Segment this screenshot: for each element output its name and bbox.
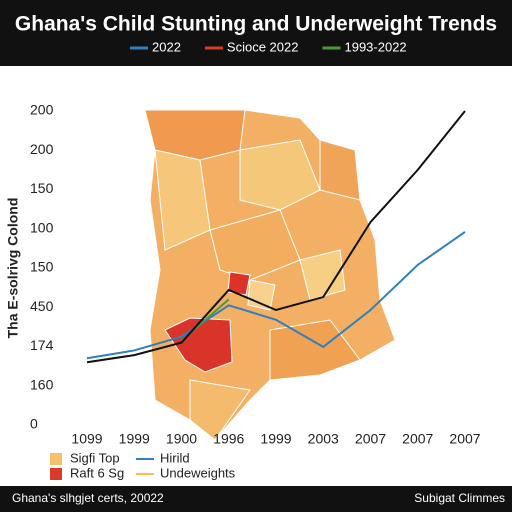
legend-label: Sigfi Top: [70, 450, 120, 465]
y-tick-label: 0: [30, 416, 38, 432]
chart-title: Ghana's Child Stunting and Underweight T…: [15, 13, 497, 36]
y-tick-label: 450: [30, 298, 54, 314]
legend-label: Raft 6 Sg: [70, 465, 124, 480]
x-tick-label: 1099: [71, 431, 102, 447]
y-tick-label: 200: [30, 141, 54, 157]
footer-right: Subigat Climmes: [414, 491, 505, 505]
x-tick-label: 2003: [308, 431, 339, 447]
x-tick-label: 1999: [119, 431, 150, 447]
legend-label: Hirild: [160, 450, 190, 465]
y-tick-label: 160: [30, 376, 54, 392]
legend-label: 2022: [152, 39, 181, 54]
x-tick-label: 2007: [449, 431, 480, 447]
series-line: [86, 110, 466, 364]
y-tick-label: 174: [30, 337, 54, 353]
x-tick-label: 2007: [355, 431, 386, 447]
footer-bar: [0, 486, 512, 512]
y-tick-label: 150: [30, 259, 54, 275]
x-tick-label: 1996: [213, 431, 244, 447]
legend-label: Scioce 2022: [227, 39, 299, 54]
x-tick-label: 1999: [260, 431, 291, 447]
legend-label: 1993-2022: [344, 39, 406, 54]
y-tick-label: 100: [30, 219, 54, 235]
y-axis-label: Tha E-solrivg Colond: [5, 198, 21, 339]
y-tick-label: 150: [30, 180, 54, 196]
x-tick-label: 1900: [166, 431, 197, 447]
footer-left: Ghana's slhgjet certs, 20022: [12, 491, 164, 505]
legend-label: Undeweights: [160, 465, 236, 480]
legend-swatch: [50, 453, 62, 465]
map: [144, 109, 396, 441]
x-tick-label: 2007: [402, 431, 433, 447]
header-bar: [0, 0, 512, 66]
y-tick-label: 200: [30, 102, 54, 118]
legend-swatch: [50, 468, 62, 480]
series-line: [86, 231, 466, 360]
